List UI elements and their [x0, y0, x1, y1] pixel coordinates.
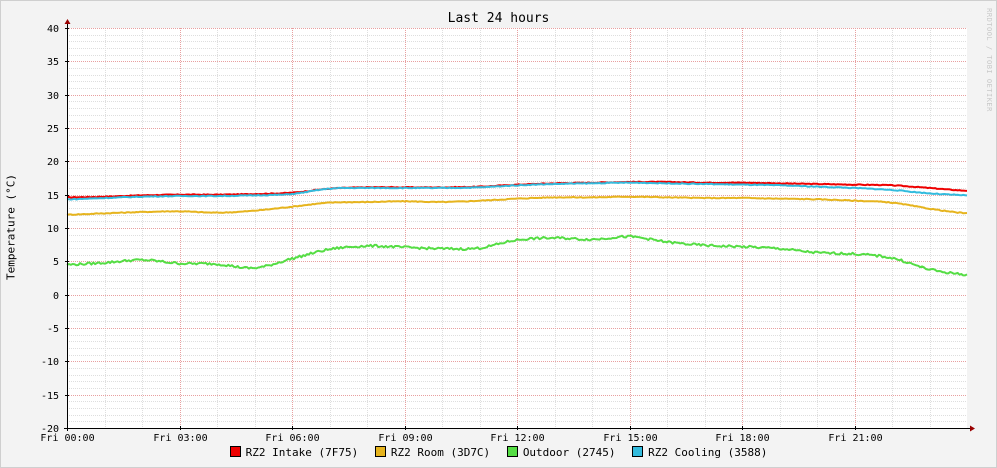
- y-tick-label: -5: [47, 324, 59, 335]
- y-tick-label: -10: [41, 357, 59, 368]
- legend-swatch: [229, 446, 241, 457]
- legend: RZ2 Intake (7F75) RZ2 Room (3D7C) Outdoo…: [0, 446, 997, 459]
- series-line: [67, 180, 968, 199]
- x-tick-label: Fri 18:00: [715, 433, 769, 444]
- y-tick-label: 20: [47, 157, 59, 168]
- y-tick-label: -15: [41, 391, 59, 402]
- x-tick-label: Fri 00:00: [40, 433, 94, 444]
- y-tick-label: -20: [41, 424, 59, 435]
- chart-title: Last 24 hours: [447, 11, 550, 26]
- legend-label: RZ2 Intake (7F75): [245, 446, 359, 459]
- legend-item: RZ2 Cooling (3588): [632, 446, 767, 459]
- y-tick-label: 30: [47, 91, 59, 102]
- watermark: RRDTOOL / TOBI OETIKER: [985, 8, 993, 112]
- legend-swatch: [506, 446, 518, 457]
- x-tick-label: Fri 03:00: [153, 433, 207, 444]
- series-line: [66, 181, 968, 201]
- legend-swatch: [374, 446, 386, 457]
- legend-label: RZ2 Room (3D7C): [390, 446, 491, 459]
- y-tick-label: 15: [47, 191, 59, 202]
- legend-label: RZ2 Cooling (3588): [648, 446, 768, 459]
- series-line: [66, 195, 968, 216]
- x-tick-label: Fri 12:00: [490, 433, 544, 444]
- x-tick-label: Fri 21:00: [828, 433, 882, 444]
- x-axis-arrow: [970, 425, 975, 432]
- y-tick-label: 25: [47, 124, 59, 135]
- y-axis-arrow: [64, 19, 71, 24]
- series-line: [66, 234, 968, 277]
- y-tick-label: 0: [53, 291, 59, 302]
- legend-item: RZ2 Room (3D7C): [374, 446, 491, 459]
- y-tick-label: 40: [47, 24, 59, 35]
- y-axis-label: Temperature (°C): [4, 174, 18, 280]
- x-tick-label: Fri 15:00: [603, 433, 657, 444]
- legend-item: RZ2 Intake (7F75): [229, 446, 359, 459]
- x-tick-label: Fri 09:00: [378, 433, 432, 444]
- y-tick-label: 35: [47, 57, 59, 68]
- legend-item: Outdoor (2745): [506, 446, 616, 459]
- y-tick-label: 5: [53, 257, 59, 268]
- x-tick-label: Fri 06:00: [265, 433, 319, 444]
- legend-label: Outdoor (2745): [522, 446, 616, 459]
- legend-swatch: [632, 446, 644, 457]
- y-tick-label: 10: [47, 224, 59, 235]
